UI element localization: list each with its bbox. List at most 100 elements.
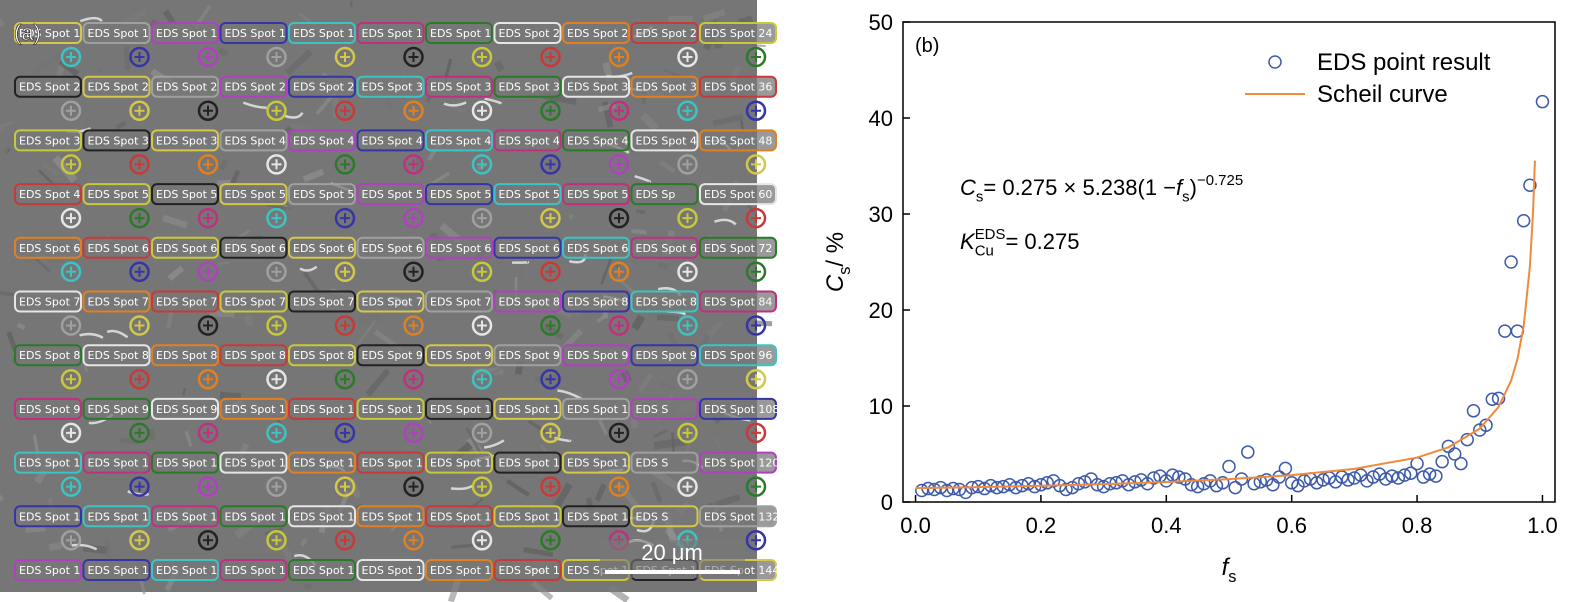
spot-cross — [751, 535, 761, 546]
spot-box — [425, 344, 493, 367]
spot-box — [562, 129, 630, 152]
spot-marker — [540, 154, 561, 175]
spot-marker — [266, 422, 287, 444]
spot-label: EDS Spot 1 — [430, 457, 491, 470]
texture — [147, 427, 156, 441]
spot-marker — [471, 46, 493, 68]
phase-streak — [443, 101, 467, 107]
text-part: −0.725 — [1197, 172, 1243, 189]
spot-cross — [408, 427, 419, 438]
spot-cross — [682, 159, 693, 170]
spot-box — [630, 75, 699, 98]
spot-marker — [745, 100, 767, 121]
data-point — [1485, 392, 1500, 407]
spot-label: EDS Spot 5 — [499, 188, 560, 201]
spot-label: EDS Spot 1 — [225, 510, 286, 523]
data-point — [1535, 94, 1550, 109]
spot-cross — [66, 159, 76, 170]
spot-cross — [408, 320, 419, 331]
spot-cross — [271, 374, 282, 385]
spot-marker — [471, 368, 493, 390]
texture — [615, 481, 642, 512]
spot-cross — [134, 52, 145, 62]
spot-label: EDS Spot 3 — [156, 134, 217, 147]
spot-box — [699, 344, 777, 367]
data-point — [1516, 213, 1531, 228]
spot-marker — [60, 315, 82, 336]
spot-cross — [134, 213, 145, 224]
spot-marker — [334, 315, 356, 336]
spot-box — [699, 451, 777, 474]
spot-marker — [608, 100, 630, 121]
spot-box — [151, 505, 219, 528]
texture — [162, 9, 177, 26]
spot-marker — [471, 100, 493, 121]
data-point — [1397, 468, 1412, 482]
panel-a: EDS Spot 1 EDS Spot 1 EDS Spot 1 EDS Spot 1… — [0, 0, 779, 602]
spot-cross — [340, 535, 350, 546]
spot-cross — [682, 427, 693, 438]
spot-label: EDS Spot 6 — [362, 242, 423, 255]
texture — [52, 155, 78, 184]
spot-label: EDS Spot 3 — [499, 81, 560, 94]
texture — [638, 373, 654, 393]
spot-label: EDS Spot 4 — [567, 134, 628, 147]
x-tick-label: 1.0 — [1527, 513, 1558, 538]
spot-box — [493, 451, 562, 474]
spot-box — [14, 397, 82, 420]
spot-box — [699, 183, 777, 206]
spot-box — [151, 559, 219, 581]
spot-label: EDS Spot 1 — [362, 457, 423, 470]
data-point — [1523, 178, 1537, 192]
texture — [403, 0, 428, 26]
texture — [468, 332, 477, 341]
spot-marker — [608, 368, 630, 390]
texture — [104, 537, 112, 560]
texture — [752, 44, 766, 47]
spot-cross — [751, 427, 761, 438]
spot-box — [630, 236, 699, 259]
spot-label: EDS Spot 5 — [293, 188, 354, 201]
spot-cross — [340, 105, 350, 116]
spot-cross — [271, 105, 282, 116]
data-point — [1228, 480, 1243, 495]
spot-box — [562, 290, 630, 313]
spot-box — [151, 22, 219, 44]
spot-marker — [129, 368, 150, 390]
spot-cross — [477, 105, 487, 116]
spot-cross — [408, 535, 419, 546]
spot-cross — [477, 159, 487, 170]
spot-label: EDS Spot 6 — [567, 242, 628, 255]
spot-label: EDS Spot 4 — [362, 134, 423, 147]
spot-box — [562, 236, 630, 259]
spot-cross — [751, 159, 761, 170]
data-point — [1215, 476, 1230, 490]
spot-label: EDS Spot 1 — [156, 564, 217, 577]
spot-marker — [266, 315, 287, 336]
spot-box — [425, 451, 493, 474]
spot-box — [425, 236, 493, 259]
spot-cross — [134, 320, 145, 331]
spot-box — [219, 559, 288, 581]
spot-label: EDS Spot 1 — [499, 564, 560, 577]
legend-swatch — [1268, 55, 1282, 69]
spot-cross — [134, 159, 145, 170]
y-tick-label: 0 — [881, 490, 893, 515]
spot-box — [356, 505, 425, 528]
spot-box — [562, 344, 630, 367]
spot-box — [14, 290, 82, 313]
spot-box — [425, 129, 493, 152]
texture — [357, 314, 382, 326]
spot-marker — [403, 422, 424, 444]
texture — [276, 537, 294, 563]
spot-cross — [545, 52, 556, 62]
texture — [712, 114, 744, 127]
spot-marker — [540, 368, 561, 390]
texture — [96, 67, 103, 74]
spot-cross — [66, 374, 76, 385]
texture — [302, 270, 323, 297]
x-tick-label: 0.2 — [1026, 513, 1057, 538]
spot-label: EDS Spot 36 — [704, 81, 772, 94]
spot-box — [82, 236, 151, 259]
spot-marker — [266, 46, 287, 68]
